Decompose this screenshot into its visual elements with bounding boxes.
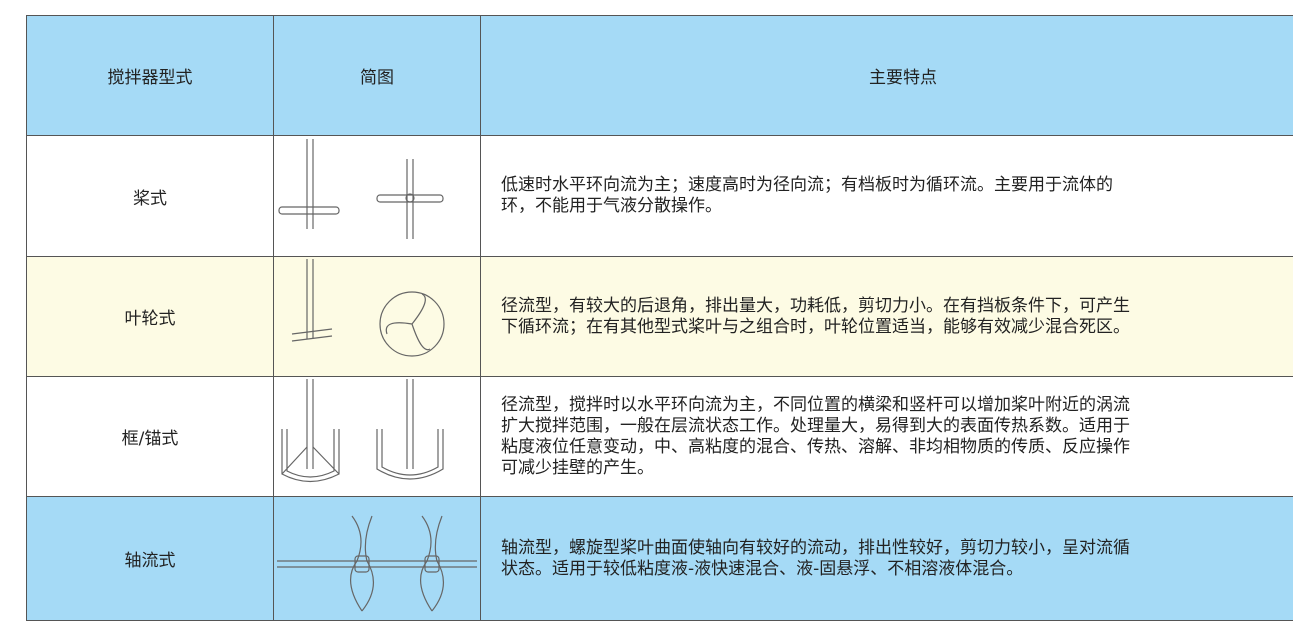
header-cell: 简图 [273,15,481,136]
type-text: 框/锚式 [121,429,179,449]
feature-line: 轴流型，螺旋型桨叶曲面使轴向有较好的流动，排出性较好，剪切力较小，呈对流循 [501,537,1130,558]
feature-text: 径流型，搅拌时以水平环向流为主，不同位置的横梁和竖杆可以增加桨叶附近的涡流 扩大搅… [501,395,1130,479]
feature-line: 可减少挂壁的产生。 [501,457,654,478]
feature-line: 径流型，搅拌时以水平环向流为主，不同位置的横梁和竖杆可以增加桨叶附近的涡流 [501,394,1130,415]
type-text: 桨式 [133,188,167,209]
diagram-cell [273,496,481,621]
feature-line: 状态。适用于较低粘度液-液快速混合、液-固悬浮、不相溶液体混合。 [501,558,1024,579]
diagram-cell [273,376,481,497]
page: 搅拌器型式 简图 主要特点 桨式 低速时水平环向流为主；速度高时为径向流；有档板时… [26,15,1293,621]
header-cell: 主要特点 [480,15,1293,136]
diagram [291,259,445,357]
feature-text: 径流型，有较大的后退角，排出量大，功耗低，剪切力小。在有挡板条件下，可产生 下循环… [501,296,1130,338]
feature-line: 下循环流；在有其他型式桨叶与之组合时，叶轮位置适当，能够有效减少混合死区。 [501,316,1130,337]
header-text: 简图 [360,68,394,88]
feature-line: 扩大搅拌范围，一般在层流状态工作。处理量大，易得到大的表面传热系数。适用于 [501,415,1130,436]
feature-cell: 轴流型，螺旋型桨叶曲面使轴向有较好的流动，排出性较好，剪切力较小，呈对流循 状态。… [480,496,1293,621]
feature-cell: 低速时水平环向流为主；速度高时为径向流；有档板时为循环流。主要用于流体的 环，不能… [480,135,1293,257]
table: 搅拌器型式 简图 主要特点 桨式 低速时水平环向流为主；速度高时为径向流；有档板时… [26,15,1293,635]
type-text: 叶轮式 [124,309,176,329]
type-cell: 框/锚式 [26,376,274,497]
type-text: 轴流式 [124,551,176,571]
feature-line: 低速时水平环向流为主；速度高时为径向流；有档板时为循环流。主要用于流体的 [501,175,1113,195]
feature-line: 粘度液位任意变动，中、高粘度的混合、传热、溶解、非均相物质的传质、反应操作 [501,436,1130,457]
diagram-cell [273,135,481,257]
header-cell: 搅拌器型式 [26,15,274,136]
header-text: 搅拌器型式 [107,68,193,88]
type-cell: 叶轮式 [26,256,274,377]
diagram [278,138,444,239]
feature-text: 低速时水平环向流为主；速度高时为径向流；有档板时为循环流。主要用于流体的 环，不能… [501,175,1113,217]
feature-cell: 径流型，有较大的后退角，排出量大，功耗低，剪切力小。在有挡板条件下，可产生 下循环… [480,256,1293,377]
diagram [277,515,477,612]
type-cell: 桨式 [26,135,274,257]
feature-cell: 径流型，搅拌时以水平环向流为主，不同位置的横梁和竖杆可以增加桨叶附近的涡流 扩大搅… [480,376,1293,497]
diagram [281,379,444,483]
type-cell: 轴流式 [26,496,274,621]
header-text: 主要特点 [869,68,937,88]
feature-line: 环，不能用于气液分散操作。 [501,196,722,216]
feature-line: 径流型，有较大的后退角，排出量大，功耗低，剪切力小。在有挡板条件下，可产生 [501,295,1130,316]
feature-text: 轴流型，螺旋型桨叶曲面使轴向有较好的流动，排出性较好，剪切力较小，呈对流循 状态。… [501,538,1130,580]
diagram-cell [273,256,481,377]
